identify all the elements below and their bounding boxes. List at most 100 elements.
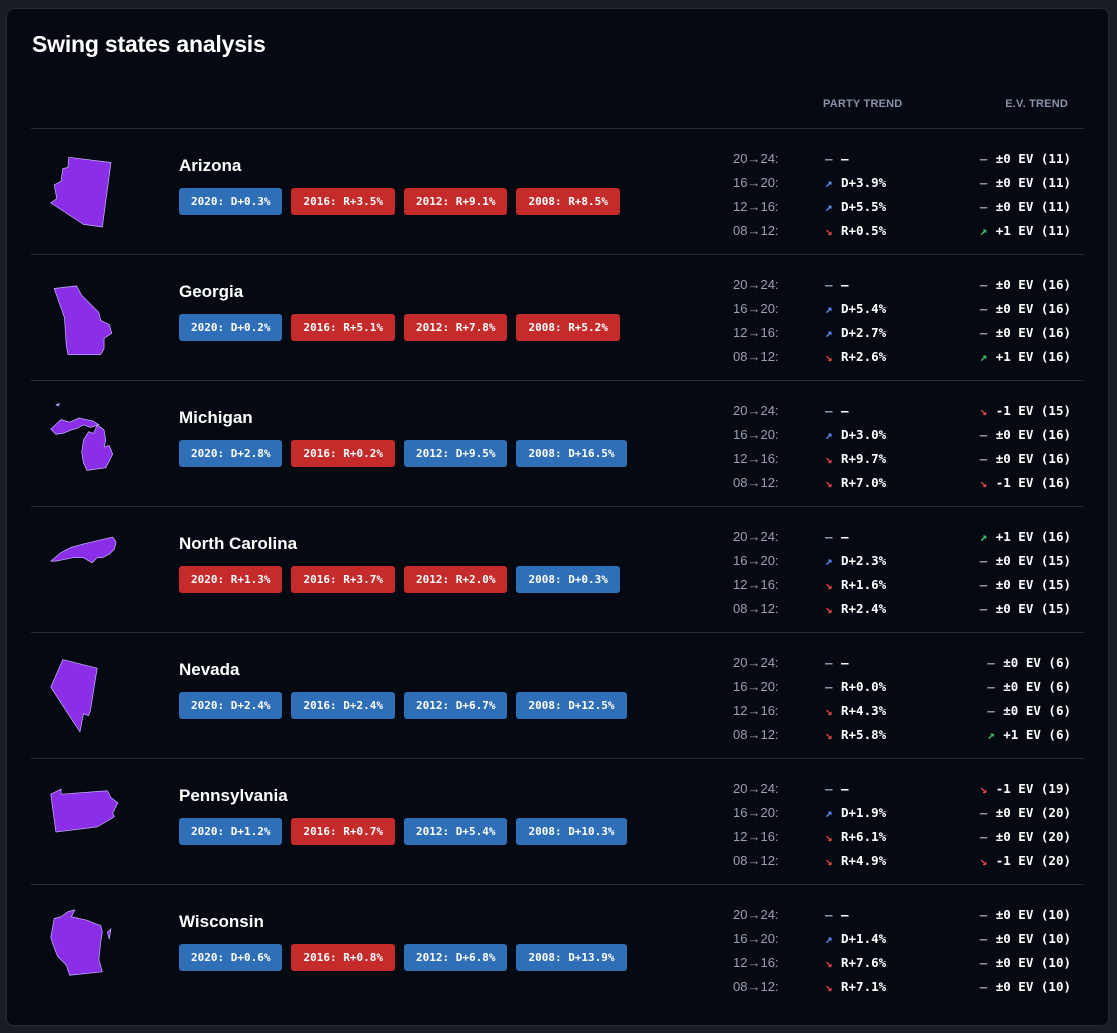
result-badge: 2012: D+6.8%	[403, 944, 508, 971]
party-trend-value: ↘ R+9.7%	[825, 447, 886, 471]
trend-row: 20→24: — — ↘ -1 EV (19)	[733, 777, 1071, 801]
ev-trend-text: ±0 EV (10)	[995, 931, 1071, 946]
state-name: Wisconsin	[179, 912, 264, 931]
result-badge: 2020: R+1.3%	[179, 566, 283, 593]
ev-trend-text: ±0 EV (6)	[1003, 703, 1071, 718]
dash-icon: —	[825, 151, 833, 166]
trend-table: 20→24: — — — ±0 EV (6) 16→20: — R+0.0% — ±0 EV (6…	[733, 651, 1071, 747]
result-badge: 2020: D+2.4%	[179, 692, 283, 719]
result-badges: 2020: D+1.2% 2016: R+0.7% 2012: D+5.4% 2008…	[179, 818, 627, 845]
dash-icon: —	[979, 955, 988, 970]
party-trend-value: ↘ R+4.9%	[825, 849, 886, 873]
result-badge: 2020: D+0.3%	[179, 188, 283, 215]
result-badges: 2020: D+2.4% 2016: D+2.4% 2012: D+6.7% 2008…	[179, 692, 627, 719]
result-badge: 2012: R+9.1%	[403, 188, 508, 215]
trend-table: 20→24: — — ↘ -1 EV (19) 16→20: ↗ D+1.9% — ±0 EV (…	[733, 777, 1071, 873]
dash-icon: —	[979, 979, 988, 994]
party-trend-value: — —	[825, 399, 849, 423]
ev-trend-value: — ±0 EV (10)	[980, 903, 1071, 927]
state-name: Pennsylvania	[179, 786, 288, 805]
result-badges: 2020: D+2.8% 2016: R+0.2% 2012: D+9.5% 2008…	[179, 440, 627, 467]
trend-down-icon: ↘	[825, 349, 833, 364]
trend-row: 20→24: — — ↗ +1 EV (16)	[733, 525, 1071, 549]
trend-period: 12→16:	[733, 955, 779, 970]
trend-period: 20→24:	[733, 529, 779, 544]
ev-trend-text: -1 EV (19)	[995, 781, 1071, 796]
result-badge: 2020: D+0.2%	[179, 314, 283, 341]
state-name: Michigan	[179, 408, 253, 427]
trend-period: 16→20:	[733, 931, 779, 946]
trend-period: 20→24:	[733, 277, 779, 292]
party-trend-value: ↘ R+7.1%	[825, 975, 886, 999]
trend-table: 20→24: — — — ±0 EV (16) 16→20: ↗ D+5.4% — ±0 EV (…	[733, 273, 1071, 369]
ev-trend-value: — ±0 EV (10)	[980, 951, 1071, 975]
ev-trend-text: -1 EV (20)	[995, 853, 1071, 868]
ev-trend-text: ±0 EV (10)	[995, 979, 1071, 994]
trend-row: 08→12: ↘ R+0.5% ↗ +1 EV (11)	[733, 219, 1071, 243]
trend-row: 16→20: ↗ D+2.3% — ±0 EV (15)	[733, 549, 1071, 573]
north-carolina-map-icon	[43, 525, 129, 611]
trend-down-icon: ↘	[825, 979, 833, 994]
ev-trend-text: ±0 EV (20)	[995, 805, 1071, 820]
party-trend-text: —	[841, 907, 849, 922]
ev-trend-value: — ±0 EV (16)	[980, 321, 1071, 345]
dash-icon: —	[979, 805, 988, 820]
party-trend-value: — —	[825, 651, 849, 675]
trend-period: 16→20:	[733, 175, 779, 190]
party-trend-text: R+1.6%	[841, 577, 887, 592]
trend-up-icon: ↗	[825, 427, 833, 442]
dash-icon: —	[979, 907, 988, 922]
party-trend-text: D+3.0%	[841, 427, 887, 442]
trend-table: 20→24: — — — ±0 EV (11) 16→20: ↗ D+3.9% — ±0 EV (…	[733, 147, 1071, 243]
state-row-michigan: Michigan 2020: D+2.8% 2016: R+0.2% 2012: D…	[31, 381, 1084, 507]
trend-period: 16→20:	[733, 805, 779, 820]
dash-icon: —	[979, 175, 988, 190]
party-trend-text: D+1.4%	[841, 931, 887, 946]
trend-period: 08→12:	[733, 349, 779, 364]
trend-period: 08→12:	[733, 727, 779, 742]
trend-down-icon: ↘	[825, 955, 833, 970]
state-row-nevada: Nevada 2020: D+2.4% 2016: D+2.4% 2012: D+6…	[31, 633, 1084, 759]
arizona-map-icon	[43, 147, 129, 233]
trend-row: 20→24: — — ↘ -1 EV (15)	[733, 399, 1071, 423]
ev-trend-value: ↗ +1 EV (16)	[980, 525, 1071, 549]
dash-icon: —	[979, 829, 988, 844]
trend-period: 20→24:	[733, 907, 779, 922]
ev-trend-text: ±0 EV (16)	[995, 451, 1071, 466]
ev-trend-value: — ±0 EV (11)	[980, 171, 1071, 195]
ev-trend-value: ↘ -1 EV (16)	[980, 471, 1071, 495]
trend-row: 12→16: ↗ D+2.7% — ±0 EV (16)	[733, 321, 1071, 345]
party-trend-value: — —	[825, 273, 849, 297]
ev-trend-value: ↗ +1 EV (16)	[980, 345, 1071, 369]
ev-trend-text: -1 EV (16)	[995, 475, 1071, 490]
dash-icon: —	[825, 529, 833, 544]
party-trend-text: R+2.4%	[841, 601, 887, 616]
party-trend-text: D+5.4%	[841, 301, 887, 316]
ev-trend-text: -1 EV (15)	[995, 403, 1071, 418]
dash-icon: —	[987, 679, 995, 694]
party-trend-value: — R+0.0%	[825, 675, 886, 699]
result-badge: 2008: D+10.3%	[516, 818, 627, 845]
ev-trend-text: ±0 EV (15)	[995, 601, 1071, 616]
party-trend-value: ↘ R+0.5%	[825, 219, 886, 243]
result-badge: 2020: D+2.8%	[179, 440, 283, 467]
ev-trend-value: — ±0 EV (16)	[980, 297, 1071, 321]
party-trend-text: —	[841, 277, 849, 292]
trend-table: 20→24: — — ↘ -1 EV (15) 16→20: ↗ D+3.0% — ±0 EV (…	[733, 399, 1071, 495]
trend-row: 12→16: ↘ R+1.6% — ±0 EV (15)	[733, 573, 1071, 597]
trend-row: 16→20: ↗ D+1.4% — ±0 EV (10)	[733, 927, 1071, 951]
dash-icon: —	[825, 655, 833, 670]
ev-trend-text: ±0 EV (16)	[995, 277, 1071, 292]
ev-trend-value: — ±0 EV (15)	[980, 573, 1071, 597]
party-trend-text: —	[841, 403, 849, 418]
trend-row: 12→16: ↘ R+9.7% — ±0 EV (16)	[733, 447, 1071, 471]
dash-icon: —	[987, 703, 995, 718]
trend-up-icon: ↗	[825, 553, 833, 568]
result-badge: 2016: R+0.7%	[291, 818, 395, 845]
party-trend-value: — —	[825, 777, 849, 801]
result-badge: 2016: R+0.2%	[291, 440, 395, 467]
dash-icon: —	[979, 325, 988, 340]
state-name: Arizona	[179, 156, 242, 175]
party-trend-value: ↘ R+2.6%	[825, 345, 886, 369]
dash-icon: —	[979, 451, 988, 466]
